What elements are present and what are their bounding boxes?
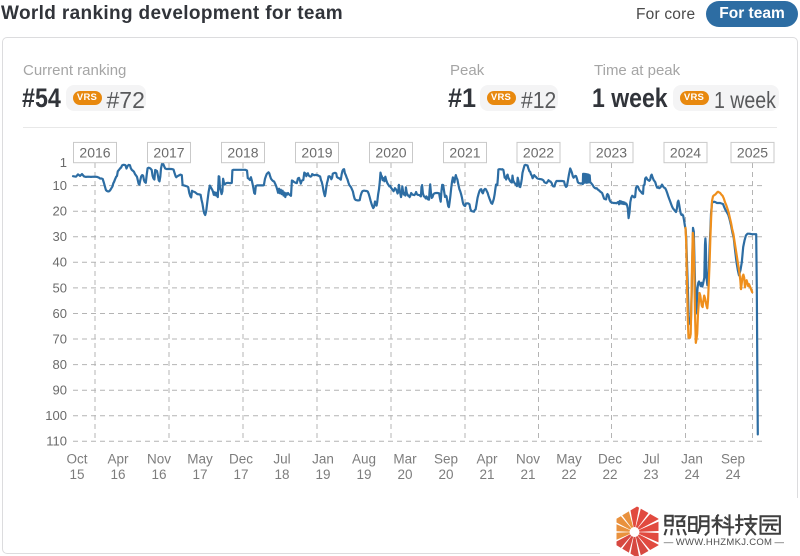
svg-text:2023: 2023 [596,145,627,161]
svg-text:21: 21 [479,467,494,482]
svg-text:May: May [556,452,582,467]
svg-text:18: 18 [274,467,289,482]
svg-text:30: 30 [53,229,67,244]
svg-text:Sep: Sep [434,452,458,467]
svg-text:20: 20 [397,467,412,482]
svg-text:23: 23 [643,467,658,482]
svg-text:21: 21 [520,467,535,482]
svg-text:15: 15 [69,467,84,482]
svg-text:22: 22 [602,467,617,482]
svg-text:2020: 2020 [375,145,406,161]
svg-text:Jan: Jan [681,452,703,467]
svg-text:2022: 2022 [523,145,554,161]
svg-text:Dec: Dec [598,452,622,467]
svg-text:60: 60 [53,306,67,321]
svg-text:2017: 2017 [153,145,184,161]
svg-text:2016: 2016 [79,145,110,161]
svg-text:2019: 2019 [301,145,332,161]
svg-text:2018: 2018 [227,145,258,161]
svg-text:Apr: Apr [107,452,129,467]
svg-text:Nov: Nov [147,452,171,467]
svg-text:70: 70 [53,331,67,346]
svg-text:Aug: Aug [352,452,376,467]
svg-text:2025: 2025 [737,145,768,161]
svg-text:110: 110 [46,434,67,449]
svg-text:2024: 2024 [670,145,701,161]
svg-text:Nov: Nov [516,452,540,467]
svg-text:20: 20 [438,467,453,482]
svg-text:Sep: Sep [721,452,745,467]
svg-text:16: 16 [110,467,125,482]
svg-text:16: 16 [151,467,166,482]
svg-text:50: 50 [53,280,67,295]
svg-text:80: 80 [53,357,67,372]
svg-text:1: 1 [60,155,67,170]
svg-text:90: 90 [53,383,67,398]
svg-text:Apr: Apr [476,452,498,467]
svg-text:24: 24 [725,467,741,482]
svg-text:40: 40 [53,255,67,270]
svg-text:100: 100 [45,408,67,423]
svg-text:17: 17 [192,467,207,482]
svg-text:24: 24 [684,467,700,482]
svg-text:19: 19 [315,467,330,482]
svg-text:Jan: Jan [312,452,334,467]
svg-text:Jul: Jul [273,452,290,467]
svg-text:22: 22 [561,467,576,482]
svg-text:2021: 2021 [449,145,480,161]
svg-text:10: 10 [53,178,67,193]
svg-text:Jul: Jul [642,452,659,467]
svg-text:17: 17 [233,467,248,482]
svg-text:May: May [187,452,213,467]
svg-text:Dec: Dec [229,452,253,467]
svg-text:Oct: Oct [66,452,87,467]
svg-text:20: 20 [53,204,67,219]
svg-text:19: 19 [356,467,371,482]
svg-text:Mar: Mar [393,452,417,467]
